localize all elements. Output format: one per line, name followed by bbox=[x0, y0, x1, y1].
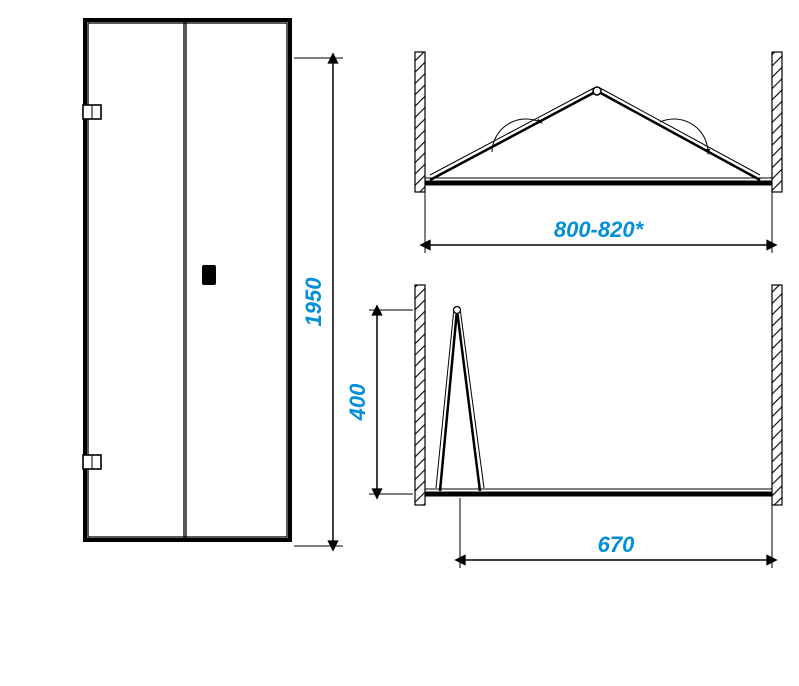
dim-width-bottom: 670 bbox=[598, 532, 635, 557]
wall-section bbox=[415, 285, 425, 505]
dim-height-main: 1950 bbox=[301, 277, 326, 327]
wall-section bbox=[772, 52, 782, 192]
wall-section bbox=[772, 285, 782, 505]
pivot-icon bbox=[454, 307, 461, 314]
pivot-icon bbox=[593, 87, 601, 95]
plan-view-folded bbox=[415, 285, 782, 505]
wall-section bbox=[415, 52, 425, 192]
dim-width-top: 800-820* bbox=[554, 217, 645, 242]
front-elevation bbox=[83, 20, 290, 540]
plan-view-open bbox=[415, 52, 782, 192]
dim-height-side: 400 bbox=[345, 383, 370, 421]
handle-icon bbox=[202, 265, 216, 285]
